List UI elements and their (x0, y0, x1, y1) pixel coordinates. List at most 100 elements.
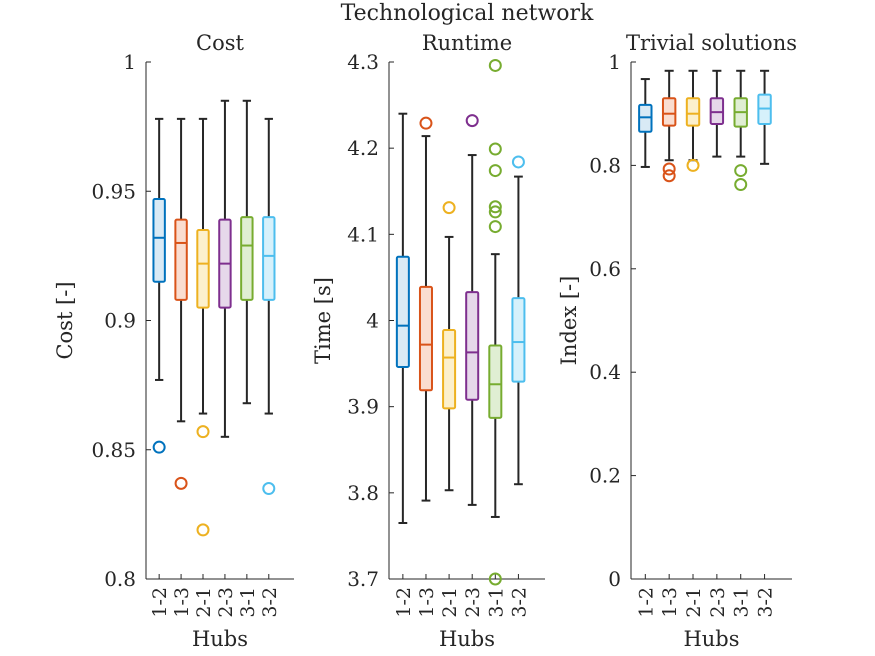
x-tick-label: 3-2 (508, 587, 530, 618)
x-tick-label: 2-1 (683, 587, 705, 618)
box-2-1 (442, 201, 457, 492)
iqr-box (240, 216, 254, 301)
box-2-3 (218, 99, 232, 438)
subplot-title: Runtime (422, 31, 512, 55)
box-1-3 (661, 69, 677, 183)
outlier-point (488, 164, 502, 178)
outlier-point (174, 476, 188, 490)
outlier-point (734, 164, 748, 178)
y-tick-label: 4 (366, 309, 379, 333)
box-1-2 (638, 78, 653, 168)
iqr-box (709, 97, 725, 126)
y-tick-label: 0 (608, 567, 621, 591)
outlier-point (465, 114, 479, 128)
x-tick-label: 3-2 (755, 587, 777, 618)
y-tick-label: 0.4 (589, 360, 621, 384)
iqr-box (174, 218, 188, 301)
outlier-point (488, 220, 502, 234)
iqr-box (511, 297, 526, 383)
x-tick-label: 2-3 (462, 587, 484, 618)
iqr-box (638, 103, 653, 133)
subplot-title: Trivial solutions (626, 31, 797, 55)
outlier-point (488, 205, 502, 219)
outlier-point (488, 200, 502, 214)
x-tick-label: 3-1 (237, 587, 259, 618)
x-tick-label: 3-1 (731, 587, 753, 618)
iqr-box (465, 291, 480, 401)
x-axis-label: Hubs (439, 627, 495, 651)
iqr-box (661, 97, 677, 127)
box-3-1 (240, 99, 254, 405)
y-tick-label: 1 (123, 50, 136, 74)
y-tick-label: 0.2 (589, 464, 621, 488)
y-tick-label: 3.7 (347, 567, 379, 591)
x-tick-label: 2-3 (215, 587, 237, 618)
outlier-point (262, 482, 276, 496)
x-axis-label: Hubs (192, 627, 248, 651)
outlier-point (686, 158, 700, 172)
subplot-2: Runtime 3.7 3.8 3.9 4 4.1 4.2 4.3 Time [s] 1-2 1-3… (311, 31, 545, 651)
y-tick-label: 0.6 (589, 257, 621, 281)
box-2-1 (685, 69, 701, 172)
outlier-point (488, 142, 502, 156)
y-tick-label: 0.8 (104, 567, 136, 591)
iqr-box (488, 344, 503, 419)
box-2-3 (709, 69, 725, 158)
box-1-2 (152, 117, 166, 454)
outlier-point (488, 58, 502, 72)
box-3-2 (262, 117, 276, 496)
box-1-3 (174, 117, 188, 490)
y-axis-label: Index [-] (557, 276, 581, 366)
outlier-point (662, 162, 676, 176)
iqr-box (152, 198, 166, 283)
subplot-title: Cost (196, 31, 244, 55)
iqr-box (262, 216, 276, 301)
x-tick-label: 1-3 (416, 587, 438, 618)
outlier-point (196, 523, 210, 537)
y-tick-label: 3.9 (347, 395, 379, 419)
iqr-box (395, 255, 410, 369)
y-tick-label: 4.1 (347, 222, 379, 246)
x-axis-label: Hubs (683, 627, 739, 651)
y-tick-label: 0.8 (589, 153, 621, 177)
box-3-2 (511, 155, 526, 486)
outlier-point (488, 572, 502, 586)
box-3-2 (757, 69, 772, 165)
x-tick-label: 3-2 (259, 587, 281, 618)
box-2-1 (196, 117, 210, 537)
x-tick-label: 1-3 (659, 587, 681, 618)
x-tick-label: 2-1 (193, 587, 215, 618)
x-tick-label: 2-3 (707, 587, 729, 618)
outlier-point (511, 155, 525, 169)
y-tick-label: 4.2 (347, 136, 379, 160)
iqr-box (685, 97, 701, 127)
y-tick-label: 0.85 (91, 438, 136, 462)
x-tick-label: 1-2 (393, 587, 415, 618)
outlier-point (196, 425, 210, 439)
subplot-3: Trivial solutions 0 0.2 0.4 0.6 0.8 1 Index [-]… (557, 31, 797, 651)
x-tick-label: 2-1 (439, 587, 461, 618)
figure-title: Technological network (341, 1, 594, 26)
x-tick-label: 1-2 (635, 587, 657, 618)
box-3-1 (733, 69, 748, 192)
y-tick-label: 1 (608, 50, 621, 74)
outlier-point (152, 440, 166, 454)
x-tick-label: 3-1 (485, 587, 507, 618)
y-tick-label: 4.3 (347, 50, 379, 74)
iqr-box (442, 328, 457, 410)
y-tick-label: 3.8 (347, 481, 379, 505)
y-tick-label: 0.9 (104, 309, 136, 333)
box-3-1 (488, 58, 503, 586)
x-tick-label: 1-2 (149, 587, 171, 618)
y-axis-label: Time [s] (311, 277, 335, 364)
iqr-box (196, 229, 210, 309)
outlier-point (662, 169, 676, 183)
box-2-3 (465, 114, 480, 506)
box-1-2 (395, 112, 410, 524)
box-1-3 (418, 116, 433, 502)
outlier-point (419, 116, 433, 130)
iqr-box (418, 285, 433, 392)
